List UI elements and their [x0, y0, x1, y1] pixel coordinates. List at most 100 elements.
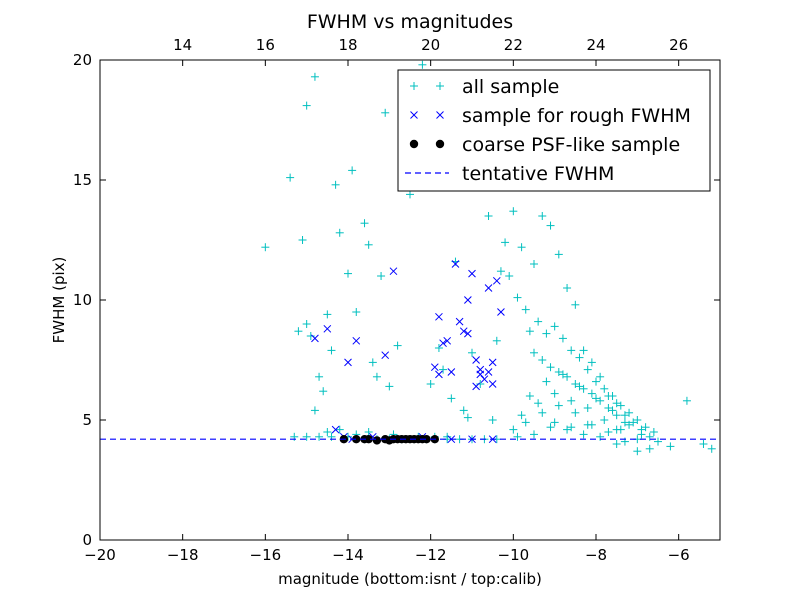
- all-sample-point: [654, 437, 662, 446]
- rough-fwhm-point: [323, 324, 332, 333]
- chart-title: FWHM vs magnitudes: [307, 11, 513, 33]
- legend-marker-rough-fwhm: [436, 111, 444, 119]
- all-sample-point: [364, 240, 373, 249]
- all-sample-point: [434, 344, 443, 352]
- x-tick-label: −18: [167, 546, 199, 564]
- all-sample-point: [360, 219, 369, 228]
- all-sample-point: [323, 310, 332, 319]
- rough-fwhm-point: [464, 329, 472, 338]
- coarse-psf-point: [385, 436, 394, 445]
- all-sample-point: [608, 406, 617, 415]
- all-sample-point: [567, 346, 576, 355]
- all-sample-point: [542, 377, 551, 386]
- y-tick-label: 10: [73, 291, 92, 309]
- all-sample-point: [348, 166, 357, 175]
- all-sample-point: [468, 348, 476, 357]
- all-sample-point: [579, 384, 588, 393]
- all-sample-point: [563, 425, 572, 434]
- all-sample-point: [612, 399, 621, 408]
- all-sample-point: [571, 300, 580, 309]
- rough-fwhm-point: [430, 363, 439, 372]
- rough-fwhm-point: [439, 339, 447, 348]
- all-sample-point: [625, 408, 634, 417]
- coarse-psf-point: [352, 435, 361, 444]
- all-sample-point: [517, 243, 526, 252]
- y-tick-label: 5: [82, 411, 92, 429]
- all-sample-point: [484, 212, 493, 220]
- rough-fwhm-point: [443, 336, 452, 345]
- rough-fwhm-point: [435, 370, 443, 379]
- all-sample-point: [538, 408, 547, 417]
- all-sample-point: [612, 425, 621, 434]
- rough-fwhm-point: [331, 425, 340, 434]
- all-sample-point: [377, 272, 386, 280]
- all-sample-point: [327, 346, 336, 355]
- all-sample-point: [302, 101, 311, 110]
- coarse-psf-point: [364, 435, 373, 444]
- legend-marker-all-sample: [436, 82, 444, 90]
- rough-fwhm-point: [447, 368, 456, 376]
- rough-fwhm-point: [484, 368, 493, 376]
- all-sample-point: [505, 272, 514, 280]
- all-sample-point: [558, 370, 567, 379]
- rough-fwhm-point: [484, 284, 493, 292]
- data-marks: [100, 60, 720, 456]
- all-sample-point: [509, 425, 518, 434]
- legend-label: all sample: [462, 76, 559, 98]
- all-sample-point: [335, 228, 344, 237]
- all-sample-point: [439, 365, 448, 374]
- rough-fwhm-point: [468, 269, 476, 278]
- all-sample-point: [575, 382, 584, 391]
- x-tick-label: −8: [585, 546, 607, 564]
- y-tick-label: 0: [82, 531, 92, 549]
- all-sample-point: [596, 396, 605, 405]
- all-sample-point: [571, 408, 580, 417]
- all-sample-point: [612, 411, 621, 420]
- all-sample-point: [571, 380, 580, 388]
- all-sample-point: [310, 406, 319, 415]
- all-sample-point: [554, 250, 563, 259]
- all-sample-point: [286, 173, 295, 182]
- rough-fwhm-point: [464, 296, 472, 304]
- all-sample-point: [542, 329, 551, 338]
- x-tick-label: −10: [498, 546, 530, 564]
- all-sample-point: [645, 432, 654, 441]
- all-sample-point: [538, 212, 547, 220]
- all-sample-point: [608, 392, 617, 400]
- all-sample-point: [558, 334, 567, 343]
- legend-label: coarse PSF-like sample: [462, 134, 680, 156]
- all-sample-point: [525, 392, 534, 400]
- x-tick-label: −16: [250, 546, 282, 564]
- y-tick-label: 20: [73, 51, 92, 69]
- all-sample-point: [298, 236, 307, 244]
- all-sample-point: [459, 406, 468, 415]
- all-sample-point: [319, 387, 328, 396]
- rough-fwhm-point: [488, 358, 497, 367]
- all-sample-point: [682, 396, 691, 405]
- all-sample-point: [633, 416, 642, 424]
- all-sample-point: [575, 353, 584, 362]
- all-sample-point: [335, 425, 344, 434]
- all-sample-point: [331, 180, 340, 189]
- all-sample-point: [554, 401, 563, 410]
- all-sample-point: [368, 358, 377, 367]
- all-sample-point: [352, 308, 361, 316]
- all-sample-point: [447, 394, 456, 403]
- x-tick-label: −20: [84, 546, 116, 564]
- rough-fwhm-point: [381, 351, 390, 360]
- all-sample-point: [592, 394, 600, 403]
- all-sample-point: [381, 108, 390, 117]
- all-sample-point: [323, 428, 332, 436]
- all-sample-point: [546, 363, 555, 372]
- plot-frame: [99, 59, 721, 541]
- all-sample-point: [530, 348, 538, 357]
- all-sample-point: [633, 447, 642, 456]
- all-sample-point: [604, 428, 613, 436]
- legend-marker-coarse-psf: [409, 139, 419, 149]
- all-sample-point: [612, 440, 621, 448]
- all-sample-point: [707, 444, 716, 453]
- all-sample-point: [492, 336, 501, 345]
- rough-fwhm-point: [492, 276, 501, 285]
- all-sample-point: [513, 432, 522, 441]
